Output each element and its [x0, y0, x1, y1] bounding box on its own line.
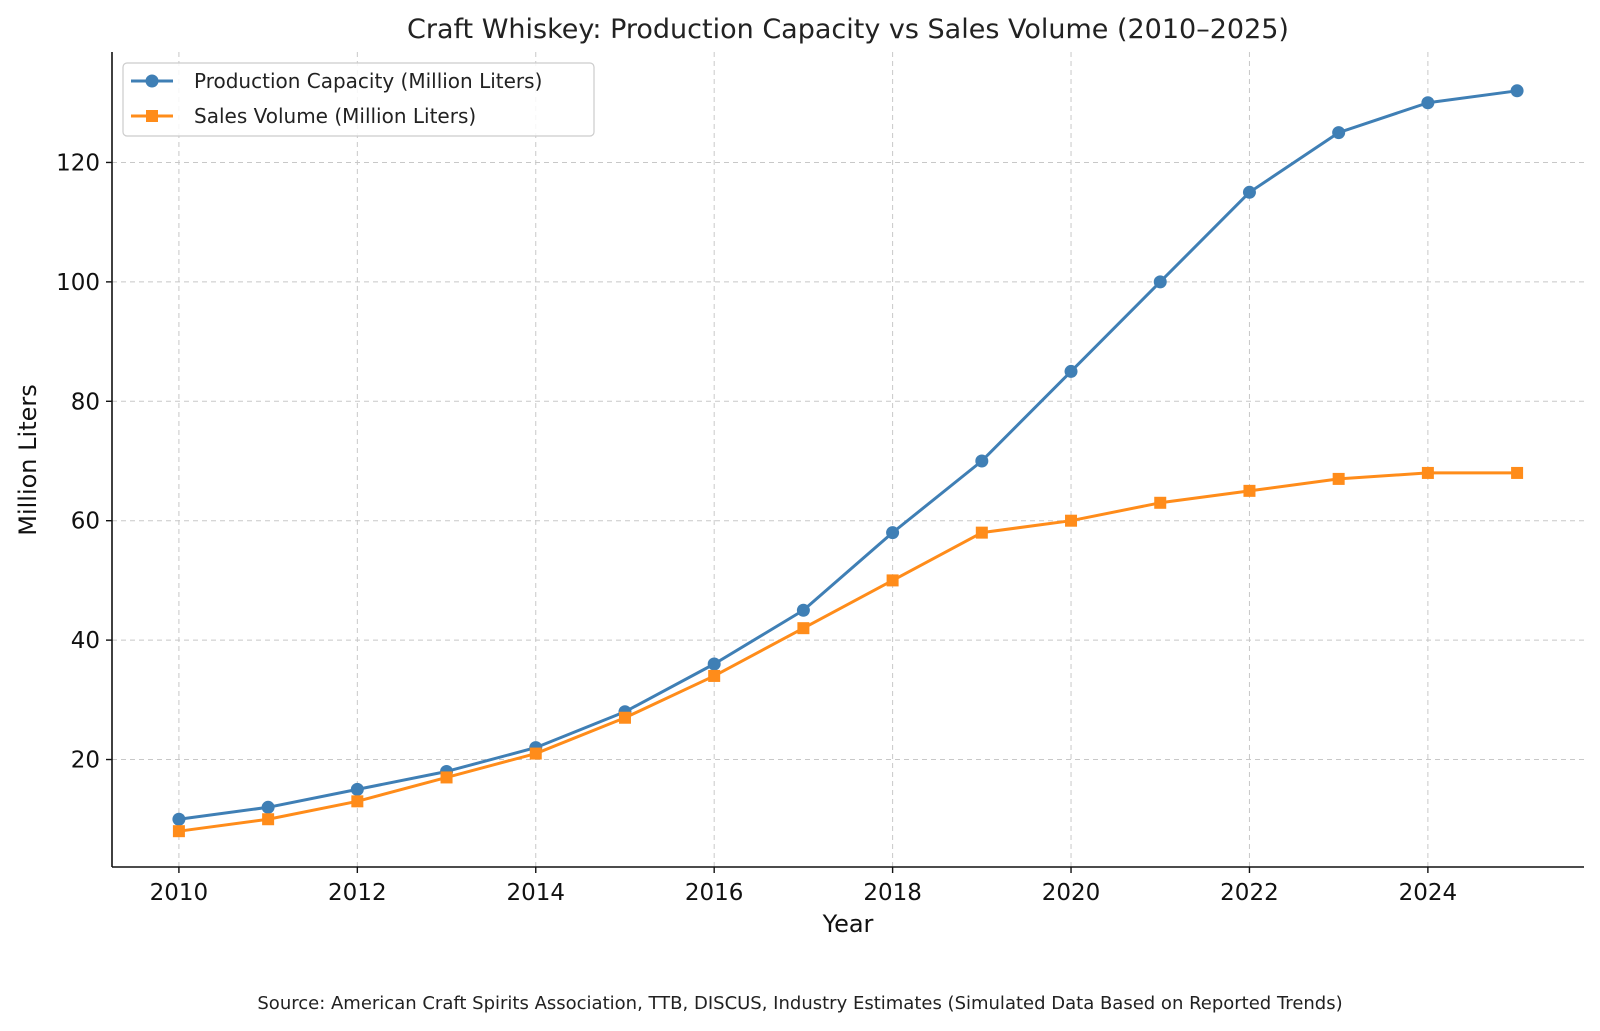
data-point-s1-2017	[796, 603, 810, 617]
y-axis-label: Million Liters	[14, 384, 42, 536]
y-tick-label-60: 60	[71, 509, 100, 535]
data-point-s1-2012	[350, 782, 364, 796]
data-point-s2-2024	[1421, 466, 1434, 479]
legend-item-2: Sales Volume (Million Liters)	[131, 104, 476, 128]
data-point-s1-2025	[1510, 84, 1524, 98]
x-tick-label-2024: 2024	[1399, 880, 1458, 906]
data-point-s1-2024	[1421, 96, 1435, 110]
series-group	[172, 84, 1524, 838]
x-tick-label-2020: 2020	[1042, 880, 1101, 906]
data-point-s2-2012	[351, 795, 364, 808]
legend-marker-2	[146, 110, 158, 122]
x-tick-label-2022: 2022	[1220, 880, 1279, 906]
data-point-s2-2022	[1243, 484, 1256, 497]
data-point-s1-2018	[886, 526, 900, 540]
data-point-s2-2016	[708, 669, 721, 682]
data-point-s2-2010	[172, 825, 185, 838]
data-point-s1-2022	[1242, 185, 1256, 199]
data-point-s2-2017	[797, 622, 810, 635]
legend-marker-1	[145, 74, 159, 88]
data-point-s2-2011	[262, 813, 275, 826]
series-line-2	[177, 471, 1519, 833]
data-point-s1-2010	[172, 812, 186, 826]
data-point-s2-2021	[1154, 496, 1167, 509]
data-point-s2-2018	[886, 574, 899, 587]
x-tick-label-2016: 2016	[685, 880, 744, 906]
y-tick-label-100: 100	[56, 270, 100, 296]
y-tick-label-80: 80	[71, 389, 100, 415]
data-point-s2-2015	[618, 711, 631, 724]
data-point-s2-2019	[975, 526, 988, 539]
data-point-s2-2013	[440, 771, 453, 784]
series-2	[172, 466, 1524, 838]
legend-label-1: Production Capacity (Million Liters)	[194, 69, 542, 93]
legend-label-2: Sales Volume (Million Liters)	[194, 104, 476, 128]
data-point-s1-2019	[975, 454, 989, 468]
legend: Production Capacity (Million Liters) Sale…	[122, 62, 595, 137]
data-point-s2-2020	[1065, 514, 1078, 527]
data-point-s1-2016	[707, 657, 721, 671]
series-1	[172, 84, 1524, 826]
series-line-1	[177, 89, 1519, 821]
x-tick-label-2018: 2018	[863, 880, 922, 906]
x-axis-label: Year	[822, 910, 874, 938]
data-point-s2-2025	[1511, 466, 1524, 479]
x-tick-label-2012: 2012	[328, 880, 387, 906]
data-point-s2-2023	[1332, 472, 1345, 485]
chart-title: Craft Whiskey: Production Capacity vs Sa…	[407, 14, 1289, 45]
data-point-s1-2023	[1332, 126, 1346, 140]
x-tick-label-2014: 2014	[506, 880, 565, 906]
source-note: Source: American Craft Spirits Associati…	[257, 993, 1342, 1014]
x-tick-label-2010: 2010	[150, 880, 209, 906]
legend-box	[122, 62, 595, 137]
y-tick-label-40: 40	[71, 628, 100, 654]
data-point-s1-2020	[1064, 364, 1078, 378]
data-point-s1-2021	[1153, 275, 1167, 289]
y-tick-label-20: 20	[71, 748, 100, 774]
data-point-s2-2014	[529, 747, 542, 760]
grid	[112, 52, 1584, 867]
y-tick-label-120: 120	[56, 150, 100, 176]
data-point-s1-2011	[261, 800, 275, 814]
axes: 2010 2012 2014 2016 2018 2020 2022 2024 20 40 60 80…	[56, 52, 1584, 906]
legend-item-1: Production Capacity (Million Liters)	[131, 69, 542, 93]
